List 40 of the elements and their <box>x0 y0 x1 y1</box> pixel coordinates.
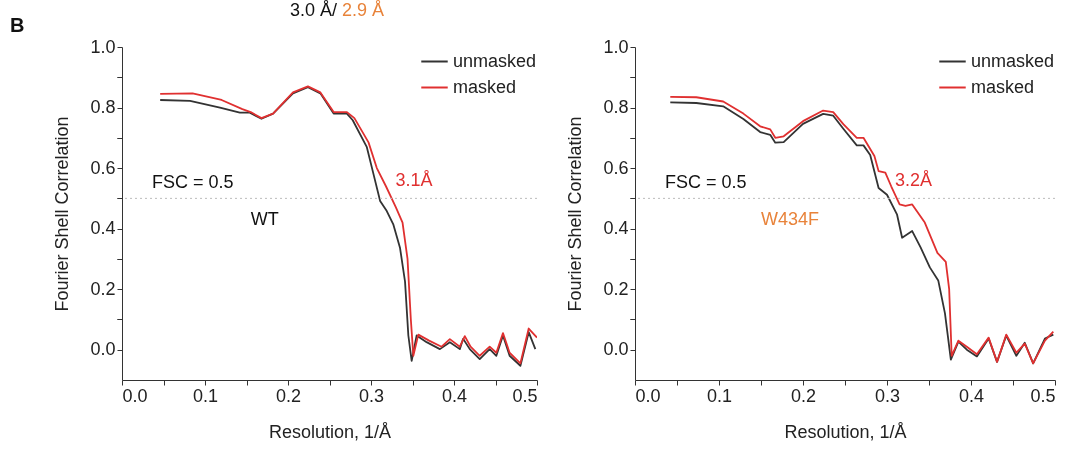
x-tick-label: 0.1 <box>706 385 733 406</box>
chart-title: B <box>10 14 25 37</box>
x-axis-title: Resolution, 1/Å <box>268 421 392 442</box>
legend-label: masked <box>971 76 1035 97</box>
text: WT <box>250 209 279 230</box>
y-tick-label: 1.0 <box>90 36 116 57</box>
x-tick-label: 0.3 <box>874 385 901 406</box>
x-tick-label: 0.5 <box>512 385 538 406</box>
x-tick-label: 0.4 <box>958 385 985 406</box>
x-tick-label: 0.5 <box>1030 385 1056 406</box>
x-axis-title: Resolution, 1/Å <box>784 421 907 442</box>
legend-label: masked <box>453 76 517 97</box>
x-tick-label: 0.2 <box>790 385 817 406</box>
y-tick-label: 0.2 <box>603 278 629 299</box>
y-tick-label: 0.8 <box>90 97 116 118</box>
legend-label: unmasked <box>971 50 1055 71</box>
text: W434F <box>761 209 820 230</box>
legend-label: unmasked <box>453 50 537 71</box>
x-tick-label: 0.3 <box>358 385 385 406</box>
y-tick-label: 0.8 <box>603 97 629 118</box>
y-axis-title: Fourier Shell Correlation <box>565 116 586 312</box>
annotation: 3.1Å <box>395 170 433 191</box>
y-tick-label: 0.4 <box>90 218 116 239</box>
y-tick-label: 0.6 <box>90 157 116 178</box>
y-tick-label: 0.4 <box>603 218 629 239</box>
text: 3.0 Å/ 2.9 Å <box>290 0 385 20</box>
x-tick-label: 0.0 <box>122 385 148 406</box>
x-tick-label: 0.1 <box>192 385 219 406</box>
x-tick-label: 0.2 <box>275 385 302 406</box>
annotation: 3.2Å <box>895 170 933 191</box>
y-tick-label: 1.0 <box>603 36 629 57</box>
y-axis-title: Fourier Shell Correlation <box>52 116 73 312</box>
y-tick-label: 0.2 <box>90 278 116 299</box>
y-tick-label: 0.6 <box>603 157 629 178</box>
x-tick-label: 0.0 <box>635 385 661 406</box>
x-tick-label: 0.4 <box>441 385 468 406</box>
ref-line-label: FSC = 0.5 <box>665 172 747 193</box>
ref-line-label: FSC = 0.5 <box>152 172 234 193</box>
y-tick-label: 0.0 <box>90 339 116 360</box>
y-tick-label: 0.0 <box>603 339 629 360</box>
